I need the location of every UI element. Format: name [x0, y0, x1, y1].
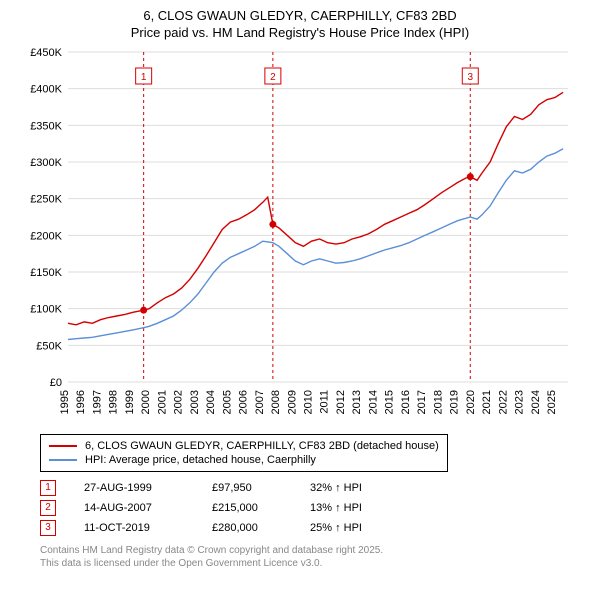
svg-text:2008: 2008	[270, 390, 282, 414]
svg-text:3: 3	[467, 72, 473, 83]
tx-date: 11-OCT-2019	[84, 522, 184, 534]
svg-text:£250K: £250K	[30, 193, 62, 205]
svg-text:1997: 1997	[91, 390, 103, 414]
svg-text:2012: 2012	[335, 390, 347, 414]
svg-text:2005: 2005	[221, 390, 233, 414]
legend-label: HPI: Average price, detached house, Caer…	[85, 454, 316, 466]
tx-date: 14-AUG-2007	[84, 502, 184, 514]
footer-line: Contains HM Land Registry data © Crown c…	[40, 544, 580, 557]
svg-text:2000: 2000	[140, 390, 152, 414]
svg-text:1999: 1999	[124, 390, 136, 414]
svg-text:2014: 2014	[367, 390, 379, 414]
table-row: 2 14-AUG-2007 £215,000 13% ↑ HPI	[40, 498, 580, 518]
svg-text:2009: 2009	[286, 390, 298, 414]
price-chart-container: 6, CLOS GWAUN GLEDYR, CAERPHILLY, CF83 2…	[0, 0, 600, 570]
tx-date: 27-AUG-1999	[84, 482, 184, 494]
legend-item: 6, CLOS GWAUN GLEDYR, CAERPHILLY, CF83 2…	[49, 439, 439, 453]
svg-text:1998: 1998	[108, 390, 120, 414]
table-row: 3 11-OCT-2019 £280,000 25% ↑ HPI	[40, 518, 580, 538]
svg-text:2002: 2002	[173, 390, 185, 414]
svg-text:2: 2	[270, 72, 276, 83]
chart-address: 6, CLOS GWAUN GLEDYR, CAERPHILLY, CF83 2…	[0, 8, 600, 25]
svg-text:£0: £0	[50, 377, 62, 389]
tx-marker-icon: 1	[40, 480, 56, 496]
line-chart-svg: £0 £50K £100K £150K £200K £250K £300K £350K £400…	[20, 46, 580, 426]
svg-text:2017: 2017	[416, 390, 428, 414]
svg-text:2024: 2024	[530, 390, 542, 414]
tx-marker-icon: 2	[40, 500, 56, 516]
footer-line: This data is licensed under the Open Gov…	[40, 557, 580, 570]
svg-text:2006: 2006	[238, 390, 250, 414]
svg-text:£300K: £300K	[30, 157, 62, 169]
legend-label: 6, CLOS GWAUN GLEDYR, CAERPHILLY, CF83 2…	[85, 440, 439, 452]
svg-text:2011: 2011	[319, 390, 331, 414]
svg-text:£100K: £100K	[30, 303, 62, 315]
svg-text:£450K: £450K	[30, 47, 62, 59]
table-row: 1 27-AUG-1999 £97,950 32% ↑ HPI	[40, 478, 580, 498]
chart-title-block: 6, CLOS GWAUN GLEDYR, CAERPHILLY, CF83 2…	[0, 0, 600, 46]
tx-diff: 32% ↑ HPI	[310, 482, 362, 494]
tx-diff: 25% ↑ HPI	[310, 522, 362, 534]
svg-text:2022: 2022	[497, 390, 509, 414]
svg-text:2025: 2025	[546, 390, 558, 414]
svg-text:£400K: £400K	[30, 83, 62, 95]
footer-attribution: Contains HM Land Registry data © Crown c…	[40, 544, 580, 570]
tx-diff: 13% ↑ HPI	[310, 502, 362, 514]
chart-legend: 6, CLOS GWAUN GLEDYR, CAERPHILLY, CF83 2…	[40, 434, 448, 472]
svg-text:2019: 2019	[449, 390, 461, 414]
svg-text:2018: 2018	[432, 390, 444, 414]
svg-text:1: 1	[141, 72, 147, 83]
chart-plot-area: £0 £50K £100K £150K £200K £250K £300K £350K £400…	[20, 46, 580, 426]
legend-item: HPI: Average price, detached house, Caer…	[49, 453, 439, 467]
svg-text:2003: 2003	[189, 390, 201, 414]
svg-text:£350K: £350K	[30, 120, 62, 132]
svg-text:2016: 2016	[400, 390, 412, 414]
svg-text:2013: 2013	[351, 390, 363, 414]
transaction-table: 1 27-AUG-1999 £97,950 32% ↑ HPI 2 14-AUG…	[40, 478, 580, 538]
legend-swatch	[49, 445, 77, 447]
svg-text:2001: 2001	[156, 390, 168, 414]
svg-text:1995: 1995	[59, 390, 71, 414]
tx-price: £97,950	[212, 482, 282, 494]
svg-text:2010: 2010	[303, 390, 315, 414]
svg-text:1996: 1996	[75, 390, 87, 414]
svg-text:2004: 2004	[205, 390, 217, 414]
tx-price: £280,000	[212, 522, 282, 534]
tx-marker-icon: 3	[40, 520, 56, 536]
tx-price: £215,000	[212, 502, 282, 514]
svg-text:2007: 2007	[254, 390, 266, 414]
svg-text:2021: 2021	[481, 390, 493, 414]
svg-text:2023: 2023	[514, 390, 526, 414]
svg-text:£150K: £150K	[30, 267, 62, 279]
svg-text:£50K: £50K	[36, 340, 62, 352]
svg-text:£200K: £200K	[30, 230, 62, 242]
svg-text:2015: 2015	[384, 390, 396, 414]
chart-subtitle: Price paid vs. HM Land Registry's House …	[0, 25, 600, 42]
svg-text:2020: 2020	[465, 390, 477, 414]
legend-swatch	[49, 459, 77, 461]
